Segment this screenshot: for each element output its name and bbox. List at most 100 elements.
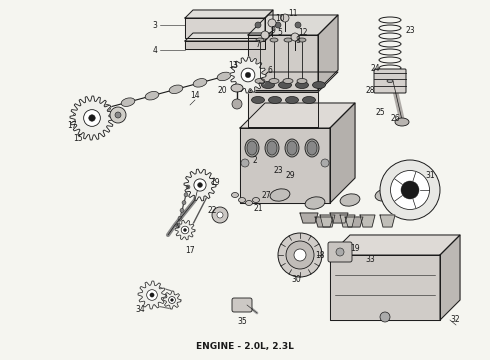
Text: 30: 30 <box>291 275 301 284</box>
Polygon shape <box>300 213 318 223</box>
Ellipse shape <box>256 38 264 42</box>
Ellipse shape <box>286 96 298 104</box>
Circle shape <box>268 19 276 27</box>
Polygon shape <box>340 215 355 227</box>
FancyBboxPatch shape <box>374 69 406 93</box>
Text: 19: 19 <box>210 177 220 186</box>
Text: 17: 17 <box>67 121 77 130</box>
Circle shape <box>380 160 440 220</box>
Polygon shape <box>360 215 375 227</box>
Ellipse shape <box>269 96 281 104</box>
Ellipse shape <box>285 139 299 157</box>
Polygon shape <box>380 215 395 227</box>
Polygon shape <box>320 215 335 227</box>
Text: 8: 8 <box>295 36 300 45</box>
Circle shape <box>194 179 206 191</box>
Circle shape <box>181 226 189 234</box>
Circle shape <box>115 112 121 118</box>
Ellipse shape <box>255 78 265 84</box>
Text: 12: 12 <box>298 27 308 36</box>
Text: 19: 19 <box>350 243 360 252</box>
Text: 26: 26 <box>390 113 400 122</box>
Ellipse shape <box>395 118 409 126</box>
Polygon shape <box>330 235 460 255</box>
Text: 3: 3 <box>152 21 157 30</box>
Text: 31: 31 <box>425 171 435 180</box>
Circle shape <box>261 31 269 39</box>
Circle shape <box>295 22 301 28</box>
Text: 9: 9 <box>270 26 275 35</box>
Text: 20: 20 <box>217 86 227 95</box>
Ellipse shape <box>287 141 297 155</box>
Circle shape <box>291 33 299 41</box>
Polygon shape <box>184 169 216 201</box>
Polygon shape <box>248 92 318 127</box>
Polygon shape <box>248 35 318 90</box>
Circle shape <box>380 312 390 322</box>
Text: 23: 23 <box>405 26 415 35</box>
Circle shape <box>321 159 329 167</box>
FancyBboxPatch shape <box>328 242 352 262</box>
Text: 21: 21 <box>253 203 263 212</box>
Ellipse shape <box>97 104 111 113</box>
Ellipse shape <box>298 38 306 42</box>
Circle shape <box>241 159 249 167</box>
Ellipse shape <box>295 81 309 89</box>
Text: 4: 4 <box>152 45 157 54</box>
Circle shape <box>186 185 190 189</box>
Ellipse shape <box>387 80 393 82</box>
Circle shape <box>275 22 281 28</box>
Polygon shape <box>70 96 114 140</box>
Text: 29: 29 <box>285 171 295 180</box>
Circle shape <box>180 208 184 212</box>
Circle shape <box>197 183 202 188</box>
Polygon shape <box>345 217 363 227</box>
Polygon shape <box>175 220 195 240</box>
Polygon shape <box>185 10 273 18</box>
Circle shape <box>176 224 180 228</box>
Ellipse shape <box>247 141 257 155</box>
Text: 13: 13 <box>228 60 238 69</box>
Text: 10: 10 <box>275 14 285 23</box>
Text: 33: 33 <box>365 256 375 265</box>
Text: 17: 17 <box>185 246 195 255</box>
Polygon shape <box>248 15 338 35</box>
Text: 5: 5 <box>277 27 282 36</box>
Ellipse shape <box>375 189 395 201</box>
Circle shape <box>150 293 154 297</box>
Ellipse shape <box>217 72 231 81</box>
Circle shape <box>147 290 157 300</box>
Circle shape <box>401 181 419 199</box>
Polygon shape <box>230 57 266 93</box>
Circle shape <box>286 241 314 269</box>
Circle shape <box>281 14 289 22</box>
Text: 24: 24 <box>370 63 380 72</box>
Ellipse shape <box>245 139 259 157</box>
Ellipse shape <box>145 91 159 100</box>
Polygon shape <box>318 15 338 90</box>
Polygon shape <box>315 217 333 227</box>
Circle shape <box>255 22 261 28</box>
Polygon shape <box>185 33 273 41</box>
Text: 7: 7 <box>256 40 261 49</box>
Circle shape <box>183 229 187 231</box>
Polygon shape <box>330 213 348 223</box>
Ellipse shape <box>269 78 279 84</box>
Ellipse shape <box>169 85 183 94</box>
Ellipse shape <box>73 111 87 119</box>
Polygon shape <box>248 72 338 92</box>
Circle shape <box>294 249 306 261</box>
Polygon shape <box>138 281 166 309</box>
Polygon shape <box>330 255 440 320</box>
Polygon shape <box>440 235 460 320</box>
Ellipse shape <box>262 81 274 89</box>
Ellipse shape <box>270 38 278 42</box>
Ellipse shape <box>121 98 135 107</box>
Text: 14: 14 <box>190 90 200 99</box>
Ellipse shape <box>252 198 260 202</box>
Ellipse shape <box>245 201 252 206</box>
Ellipse shape <box>267 141 277 155</box>
Ellipse shape <box>278 81 292 89</box>
Text: 11: 11 <box>288 9 298 18</box>
Circle shape <box>84 110 100 126</box>
